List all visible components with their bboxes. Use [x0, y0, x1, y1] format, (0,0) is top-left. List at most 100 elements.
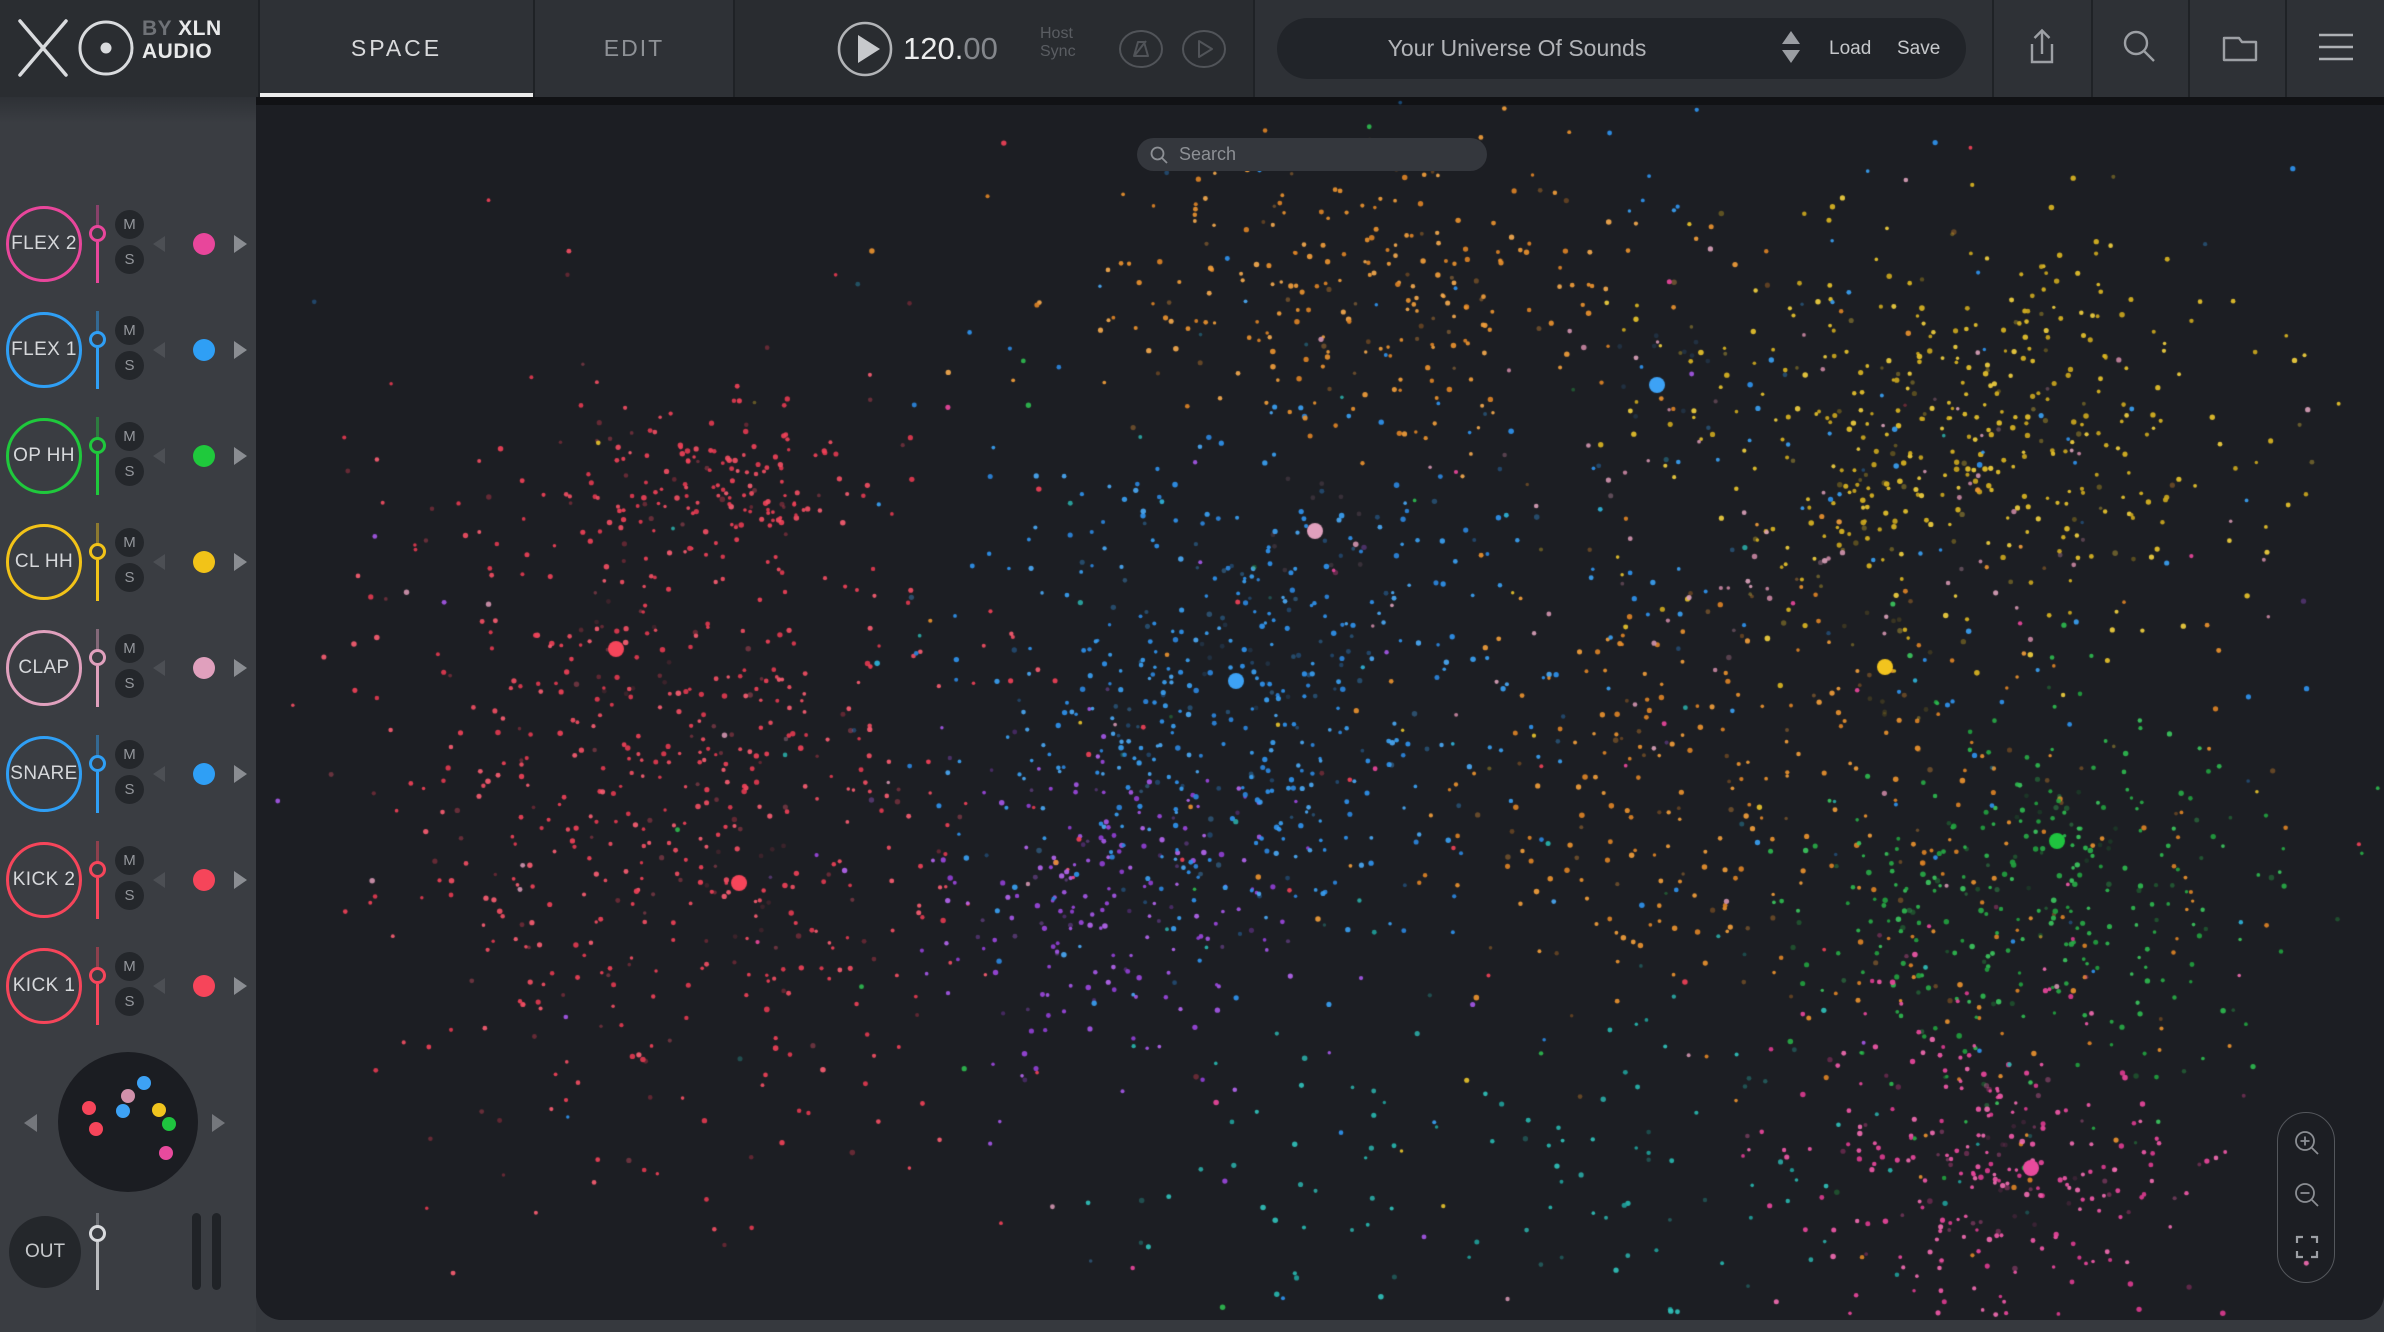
solo-button[interactable]: S [115, 881, 144, 910]
solo-button[interactable]: S [115, 563, 144, 592]
mute-button[interactable]: M [115, 316, 144, 345]
channel-pad[interactable]: SNARE [6, 736, 82, 812]
fullscreen-button[interactable] [2278, 1221, 2336, 1273]
volume-track [96, 984, 99, 1025]
app-logo: BY XLN AUDIO [0, 0, 258, 97]
sound-dot[interactable] [193, 339, 215, 361]
divider [533, 0, 535, 97]
folder-icon[interactable] [2217, 24, 2263, 72]
zoom-in-button[interactable] [2278, 1117, 2336, 1169]
xo-logo-icon [18, 19, 134, 77]
menu-icon[interactable] [2315, 30, 2357, 66]
volume-slider[interactable] [89, 649, 106, 666]
arrow-down-icon[interactable] [1782, 50, 1800, 63]
mute-button[interactable]: M [115, 210, 144, 239]
next-sound-arrow[interactable] [234, 341, 247, 359]
minimap-prev-arrow[interactable] [24, 1114, 37, 1132]
next-sound-arrow[interactable] [234, 977, 247, 995]
host-sync-label[interactable]: Host Sync [1040, 25, 1076, 60]
channel-label: OP HH [13, 445, 75, 466]
sound-universe-canvas[interactable] [256, 97, 2384, 1320]
tab-edit-label: EDIT [603, 35, 665, 61]
prev-sound-arrow[interactable] [153, 872, 165, 888]
universe-title[interactable]: Your Universe Of Sounds [1387, 35, 1647, 61]
tab-space-label: SPACE [350, 35, 443, 61]
sound-dot[interactable] [193, 551, 215, 573]
prev-sound-arrow[interactable] [153, 766, 165, 782]
mute-button[interactable]: M [115, 634, 144, 663]
zoom-out-button[interactable] [2278, 1169, 2336, 1221]
load-button[interactable]: Load [1829, 37, 1872, 59]
sound-dot[interactable] [193, 763, 215, 785]
channel-pad[interactable]: OP HH [6, 418, 82, 494]
prev-sound-arrow[interactable] [153, 448, 165, 464]
next-sound-arrow[interactable] [234, 765, 247, 783]
solo-button[interactable]: S [115, 245, 144, 274]
mute-button[interactable]: M [115, 422, 144, 451]
universe-selector: Your Universe Of Sounds Load Save [1277, 18, 1966, 79]
volume-slider[interactable] [89, 437, 106, 454]
volume-slider[interactable] [89, 543, 106, 560]
minimap-next-arrow[interactable] [212, 1114, 225, 1132]
prev-sound-arrow[interactable] [153, 978, 165, 994]
channel-label: FLEX 1 [11, 339, 77, 360]
prev-sound-arrow[interactable] [153, 554, 165, 570]
divider [2091, 0, 2093, 97]
mute-button[interactable]: M [115, 846, 144, 875]
export-icon[interactable] [2019, 24, 2065, 72]
tab-space[interactable]: SPACE [260, 0, 533, 97]
next-sound-arrow[interactable] [234, 553, 247, 571]
prev-sound-arrow[interactable] [153, 342, 165, 358]
solo-button[interactable]: S [115, 669, 144, 698]
out-channel[interactable]: OUT [9, 1216, 81, 1288]
out-volume-track [96, 1242, 99, 1290]
solo-button[interactable]: S [115, 775, 144, 804]
search-icon[interactable] [2117, 24, 2163, 72]
tempo-display[interactable]: 120. 00 [903, 0, 998, 97]
channel-pad[interactable]: CL HH [6, 524, 82, 600]
universe-stepper[interactable] [1782, 31, 1802, 67]
solo-button[interactable]: S [115, 457, 144, 486]
solo-button[interactable]: S [115, 351, 144, 380]
volume-slider[interactable] [89, 861, 106, 878]
mute-button[interactable]: M [115, 952, 144, 981]
mute-button[interactable]: M [115, 740, 144, 769]
play-button[interactable] [836, 20, 894, 78]
sound-dot[interactable] [193, 445, 215, 467]
channel-pad[interactable]: KICK 1 [6, 948, 82, 1024]
next-sound-arrow[interactable] [234, 659, 247, 677]
volume-slider[interactable] [89, 331, 106, 348]
arrow-up-icon[interactable] [1782, 31, 1800, 44]
search-input[interactable] [1177, 143, 1461, 166]
channel-pad[interactable]: FLEX 1 [6, 312, 82, 388]
volume-slider[interactable] [89, 755, 106, 772]
channel-pad[interactable]: CLAP [6, 630, 82, 706]
prev-sound-arrow[interactable] [153, 660, 165, 676]
out-volume-track [96, 1213, 99, 1228]
mute-button[interactable]: M [115, 528, 144, 557]
volume-track [96, 560, 99, 601]
volume-track [96, 523, 99, 547]
minimap[interactable] [58, 1052, 198, 1192]
minimap-sound-dot [116, 1104, 130, 1118]
metronome-icon[interactable] [1118, 29, 1164, 69]
channel-pad[interactable]: KICK 2 [6, 842, 82, 918]
next-sound-arrow[interactable] [234, 871, 247, 889]
minimap-sound-dot [82, 1101, 96, 1115]
volume-slider[interactable] [89, 967, 106, 984]
tab-edit[interactable]: EDIT [535, 0, 733, 97]
channel-pad[interactable]: FLEX 2 [6, 206, 82, 282]
solo-button[interactable]: S [115, 987, 144, 1016]
sound-dot[interactable] [193, 975, 215, 997]
sound-dot[interactable] [193, 233, 215, 255]
preview-play-icon[interactable] [1181, 29, 1227, 69]
next-sound-arrow[interactable] [234, 447, 247, 465]
volume-track [96, 841, 99, 865]
volume-slider[interactable] [89, 225, 106, 242]
save-button[interactable]: Save [1897, 37, 1941, 59]
out-volume-slider[interactable] [89, 1225, 106, 1242]
sound-dot[interactable] [193, 869, 215, 891]
prev-sound-arrow[interactable] [153, 236, 165, 252]
next-sound-arrow[interactable] [234, 235, 247, 253]
sound-dot[interactable] [193, 657, 215, 679]
